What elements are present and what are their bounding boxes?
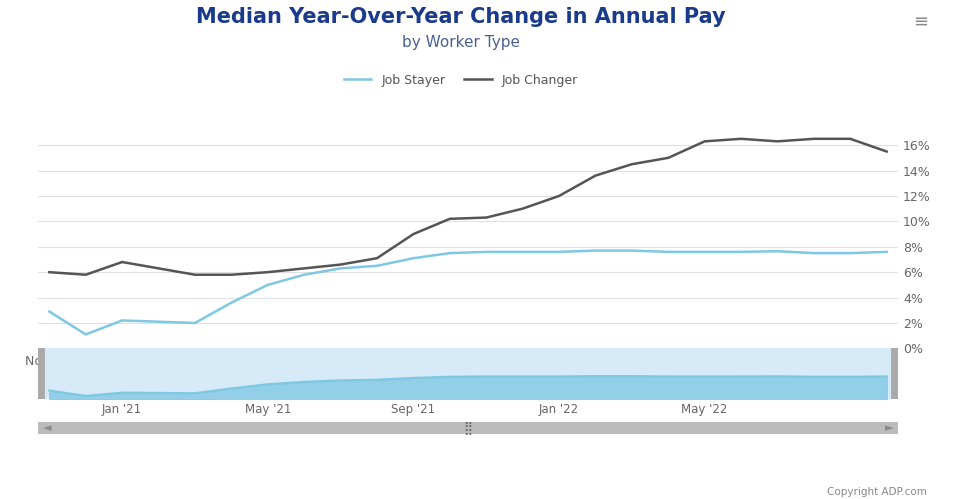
- Text: ►: ►: [885, 423, 894, 433]
- Legend: Job Stayer, Job Changer: Job Stayer, Job Changer: [339, 69, 583, 92]
- Text: ⣿: ⣿: [464, 421, 472, 435]
- Text: Copyright ADP.com: Copyright ADP.com: [827, 487, 926, 497]
- Text: ≡: ≡: [913, 12, 928, 30]
- Text: ◄: ◄: [42, 423, 51, 433]
- Text: Median Year-Over-Year Change in Annual Pay: Median Year-Over-Year Change in Annual P…: [196, 7, 726, 27]
- Text: by Worker Type: by Worker Type: [402, 35, 519, 50]
